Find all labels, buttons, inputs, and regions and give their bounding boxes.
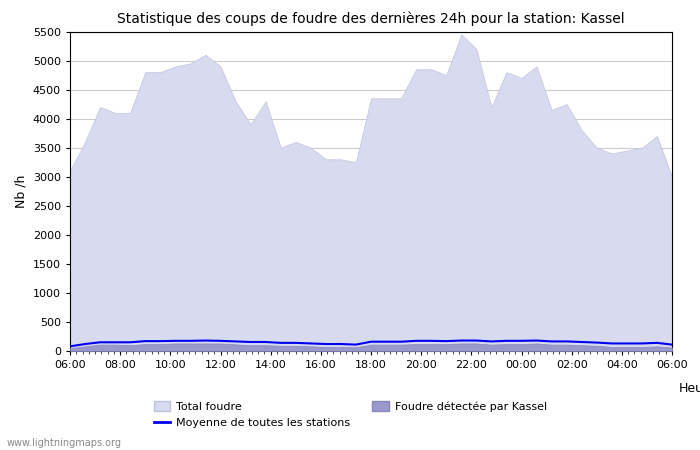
Title: Statistique des coups de foudre des dernières 24h pour la station: Kassel: Statistique des coups de foudre des dern…	[117, 12, 625, 26]
Y-axis label: Nb /h: Nb /h	[14, 175, 27, 208]
Text: www.lightningmaps.org: www.lightningmaps.org	[7, 438, 122, 448]
Text: Heure: Heure	[679, 382, 700, 395]
Legend: Total foudre, Moyenne de toutes les stations, Foudre détectée par Kassel: Total foudre, Moyenne de toutes les stat…	[154, 401, 547, 428]
